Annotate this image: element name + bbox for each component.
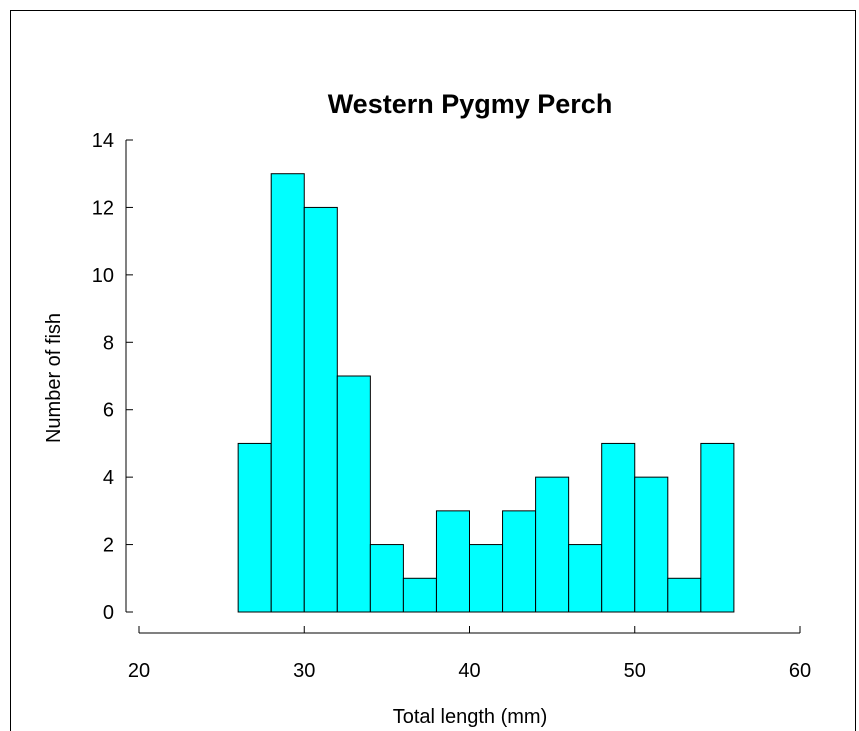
y-tick-label-8: 8 (103, 332, 114, 354)
histogram-bar-6 (435, 510, 471, 613)
x-axis: 20 30 40 50 60 (128, 626, 811, 682)
y-tick-label-2: 2 (103, 535, 114, 557)
x-tick-label-40: 40 (458, 660, 480, 682)
y-tick-label-0: 0 (103, 602, 114, 624)
histogram-bar-7 (469, 544, 504, 613)
histogram-bar-1 (270, 173, 305, 613)
chart-title: Western Pygmy Perch (328, 89, 613, 119)
chart-frame (10, 10, 856, 731)
histogram-bar-5 (402, 577, 437, 613)
y-axis: 0 2 4 6 8 10 12 14 (92, 130, 133, 624)
y-tick-label-6: 6 (103, 400, 114, 422)
histogram-bar-11 (601, 442, 636, 613)
y-tick-label-12: 12 (92, 197, 114, 219)
histogram-bar-2 (303, 206, 338, 613)
x-tick-label-60: 60 (789, 660, 811, 682)
histogram-bar-14 (700, 442, 735, 613)
x-tick-label-30: 30 (293, 660, 315, 682)
histogram-bar-9 (535, 476, 570, 613)
y-axis-label: Number of fish (43, 313, 65, 443)
histogram-bar-8 (502, 510, 537, 613)
histogram-bar-13 (667, 577, 702, 613)
histogram-bar-0 (237, 442, 272, 613)
bars-group (237, 173, 735, 613)
x-axis-label: Total length (mm) (393, 706, 548, 728)
x-tick-label-50: 50 (624, 660, 646, 682)
histogram-bar-12 (634, 476, 669, 613)
y-tick-label-14: 14 (92, 130, 114, 152)
histogram-bar-3 (336, 375, 371, 613)
y-tick-label-4: 4 (103, 467, 114, 489)
x-tick-label-20: 20 (128, 660, 150, 682)
histogram-bar-4 (369, 544, 404, 613)
histogram-bar-10 (568, 544, 603, 613)
y-tick-label-10: 10 (92, 265, 114, 287)
